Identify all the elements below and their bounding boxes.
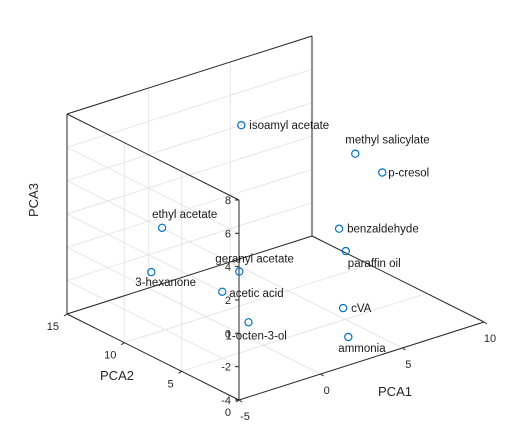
y-axis-label: PCA2 [100, 368, 134, 383]
x-axis-label: PCA1 [378, 384, 412, 399]
z-tick-label: 2 [225, 295, 231, 307]
x-tick-mark [238, 399, 243, 403]
data-point-marker [351, 149, 360, 158]
x-tick-label: 10 [484, 333, 496, 345]
data-point-label: 3-hexanone [135, 277, 196, 289]
data-points [147, 120, 387, 342]
x-tick-mark [320, 373, 324, 377]
data-point-label: paraffin oil [348, 258, 401, 270]
z-tick-label: 0 [225, 328, 231, 340]
top-edge-back [66, 35, 313, 115]
grid-line-floor-x [230, 261, 403, 349]
grid-line-left-z [66, 146, 240, 234]
y-tick-mark [63, 313, 68, 317]
x-tick-label: 5 [405, 359, 411, 371]
data-point-label: ethyl acetate [152, 209, 217, 221]
floor-edge-right [311, 235, 485, 323]
data-point-label: geranyl acetate [215, 254, 294, 266]
data-point-label: isoamyl acetate [249, 120, 329, 132]
x-tick-label: -5 [240, 411, 250, 423]
grid-line-left-z [66, 280, 240, 368]
z-tick-label: 8 [225, 195, 231, 207]
y-tick-mark [178, 370, 182, 374]
y-tick-label: 5 [168, 378, 174, 390]
z-axis-label: PCA3 [26, 183, 41, 217]
data-point-marker [334, 224, 344, 233]
data-point-label: methyl salicylate [345, 135, 429, 147]
data-point-label: ammonia [338, 343, 386, 355]
x-tick-mark [483, 321, 488, 325]
top-edge-left [66, 113, 240, 201]
data-point-label: acetic acid [229, 288, 283, 300]
x-axis-line [238, 321, 485, 401]
data-point-label: p-cresol [388, 168, 429, 180]
floor-edge-back [66, 235, 313, 315]
data-point-label: benzaldehyde [347, 224, 419, 236]
y-tick-mark [121, 342, 125, 346]
z-tick-label: 4 [225, 262, 231, 274]
data-point-marker [157, 223, 167, 232]
data-point-marker [338, 303, 348, 313]
data-point-marker [218, 287, 227, 296]
z-tick-label: -2 [221, 362, 231, 374]
x-tick-mark [402, 347, 406, 351]
data-point-label: cVA [351, 303, 372, 315]
data-point-marker [235, 267, 244, 276]
grid-line-left-z [66, 213, 240, 301]
z-tick-label: -4 [221, 395, 231, 407]
data-point-marker [147, 267, 156, 277]
grid-line-left-z [66, 246, 240, 334]
data-point-marker [244, 318, 253, 327]
y-tick-label: 0 [225, 407, 231, 419]
point-labels: isoamyl acetate ethyl acetate 3-hexanone me… [135, 120, 429, 355]
data-point-marker [237, 120, 246, 130]
z-tick-label: 6 [225, 228, 231, 240]
y-tick-label: 10 [104, 350, 116, 362]
y-axis-line [66, 313, 240, 401]
grid-line-left-z [66, 180, 240, 268]
y-tick-label: 15 [47, 321, 59, 333]
data-point-marker [378, 168, 387, 177]
data-point-label: 1-octen-3-ol [226, 330, 287, 342]
tick-labels: -5 0 5 10 0 5 10 15 -4 -2 0 2 4 6 8 [47, 195, 496, 423]
data-point-marker [341, 246, 350, 256]
data-point-marker [344, 332, 353, 342]
x-tick-label: 0 [324, 385, 330, 397]
